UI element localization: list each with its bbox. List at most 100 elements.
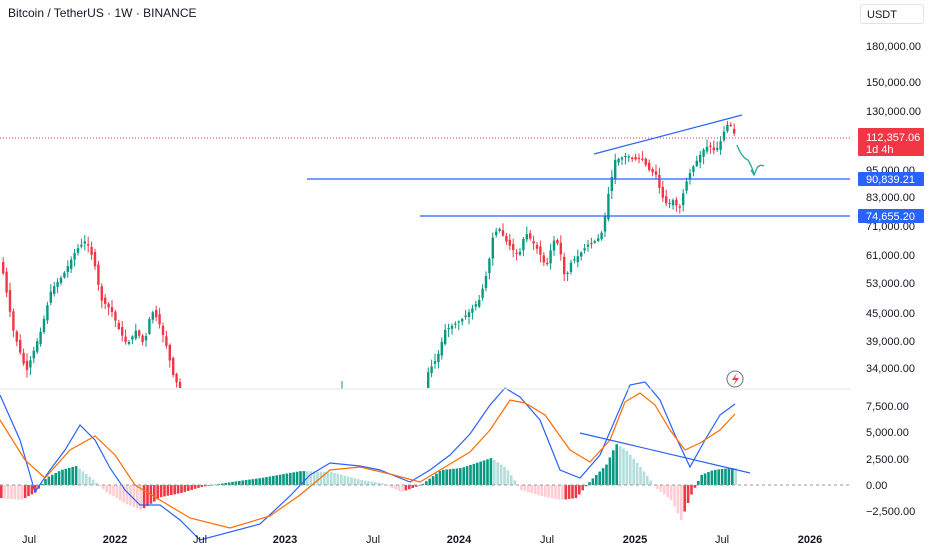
candle-body [427,372,430,388]
time-tick-label: Jul [22,534,36,546]
flash-icon[interactable] [726,370,744,388]
histogram-bar [200,485,204,487]
rising-trendline[interactable] [593,114,743,155]
histogram-bar [387,485,391,487]
price-candles[interactable] [2,121,736,389]
candle-body [127,342,131,344]
histogram-bar [248,479,251,485]
histogram-bar [533,485,537,495]
candle-body [117,322,120,329]
time-tick-label: Jul [540,534,554,546]
candle-body [138,330,141,336]
candle-body [178,382,182,388]
histogram-bar [176,485,180,494]
histogram-bar [221,483,224,485]
candle-body [495,231,498,236]
candle-body [603,216,607,232]
candle-body [22,352,25,364]
histogram-bar [482,460,486,485]
histogram-bar [414,485,418,487]
time-axis[interactable]: Jul 2022 Jul 2023 Jul 2024 Jul 2025 Jul 2026 [22,534,822,546]
symbol-title[interactable]: Bitcoin / TetherUS · 1W · BINANCE [8,6,197,20]
projection-arrow[interactable] [736,144,755,175]
price-axis[interactable]: 180,000.00150,000.00130,000.0095,000.008… [866,41,921,375]
candle-body [175,373,178,383]
candle-body [712,147,715,151]
candle-body [529,233,532,239]
histogram-bar [357,479,360,485]
macd-divergence-line[interactable] [579,432,751,474]
histogram-bar [13,485,17,500]
histogram-bar [523,485,527,492]
candle-body [8,290,12,312]
histogram-bar [503,466,506,485]
candle-body [59,277,63,283]
macd-histogram [0,444,737,520]
price-tick-label: 34,000.00 [866,363,915,375]
candle-body [512,244,515,250]
candle-body [546,262,549,265]
histogram-bar [601,468,605,485]
histogram-bar [469,464,472,485]
histogram-bar [442,469,445,485]
candle-body [617,158,620,163]
candle-body [32,350,35,359]
histogram-bar [700,474,703,485]
candle-body [107,303,110,308]
histogram-bar [431,476,435,485]
candle-body [471,308,474,313]
histogram-bar [394,485,397,490]
histogram-bar [574,485,578,499]
candle-body [141,335,144,342]
histogram-bar [302,471,306,485]
histogram-bar [190,485,193,490]
histogram-bar [261,477,265,485]
histogram-bar [340,474,343,485]
histogram-bar [425,481,428,485]
histogram-bar [605,464,608,485]
histogram-bar [588,482,591,485]
macd-tick-label: 5,000.00 [866,427,909,439]
candle-body [675,199,678,206]
price-tick-label: 180,000.00 [866,41,921,53]
histogram-bar [401,485,404,492]
candle-body [76,248,80,253]
histogram-bar [17,485,20,500]
histogram-bar [459,468,462,485]
candle-body [49,291,52,303]
histogram-bar [231,481,234,485]
histogram-bar [540,485,544,497]
histogram-bar [710,470,714,485]
histogram-bar [707,472,710,485]
candle-body [709,145,712,147]
histogram-bar [255,478,258,485]
macd-axis[interactable]: 7,500.00 5,000.00 2,500.00 0.00 −2,500.00 [866,401,915,518]
candle-body [566,272,569,274]
histogram-bar [3,485,6,499]
histogram-bar [68,467,71,485]
candle-body [440,341,443,356]
histogram-bar [0,485,3,498]
histogram-bar [673,485,676,507]
histogram-bar [703,473,707,485]
histogram-bar [10,485,13,500]
price-tick-label: 83,000.00 [866,192,915,204]
candle-body [733,128,736,134]
candle-body [586,244,590,247]
currency-selector[interactable]: USDT [860,4,924,24]
time-tick-label: Jul [366,534,380,546]
histogram-bar [435,473,438,485]
candle-body [63,272,66,278]
candle-body [658,174,661,188]
candle-body [491,237,494,259]
candle-body [73,253,76,260]
histogram-bar [646,476,649,485]
candle-body [607,194,610,220]
histogram-bar [173,485,176,495]
candle-body [685,181,688,191]
histogram-bar [622,448,625,485]
histogram-bar [618,446,622,485]
histogram-bar [64,468,68,485]
candle-body [121,326,124,336]
